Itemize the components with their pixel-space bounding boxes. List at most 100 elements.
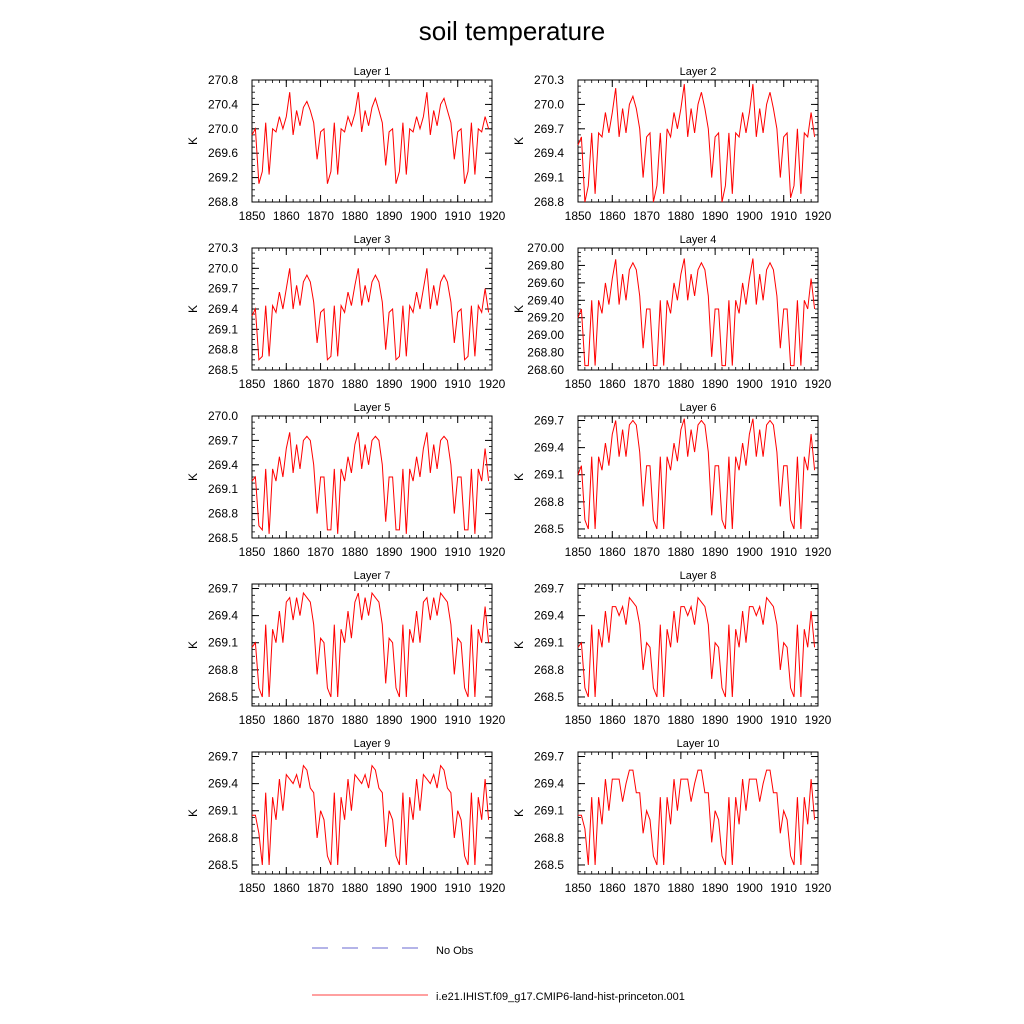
y-tick-label: 269.4 <box>534 441 564 455</box>
panel-layer-10: Layer 10 K 1850 1860 1870 1880 1890 1900 1910 192… <box>512 738 832 895</box>
panel-layer-2: Layer 2 K 1850 1860 1870 1880 1890 1900 1910 1920… <box>512 66 832 223</box>
x-tick-label: 1900 <box>736 377 763 391</box>
x-tick-label: 1910 <box>770 713 797 727</box>
y-tick-label: 268.5 <box>208 858 238 872</box>
x-tick-label: 1860 <box>273 209 300 223</box>
panel-layer-7: Layer 7 K 1850 1860 1870 1880 1890 1900 1910 1920… <box>186 570 506 727</box>
y-tick-label: 269.1 <box>534 636 564 650</box>
panel-title: Layer 8 <box>680 570 717 582</box>
y-tick-label: 270.0 <box>534 97 564 111</box>
x-tick-label: 1910 <box>770 881 797 895</box>
x-tick-label: 1910 <box>444 881 471 895</box>
series-line <box>251 432 490 534</box>
panel-title: Layer 3 <box>354 234 391 246</box>
panel-layer-3: Layer 3 K 1850 1860 1870 1880 1890 1900 1910 1920… <box>186 234 506 391</box>
plot-frame <box>251 751 493 875</box>
y-tick-label: 268.8 <box>208 831 238 845</box>
y-tick-label: 269.4 <box>534 146 564 160</box>
x-tick-label: 1880 <box>668 713 695 727</box>
panel-title: Layer 6 <box>680 402 717 414</box>
y-tick-label: 270.3 <box>208 241 238 255</box>
x-tick-label: 1900 <box>736 209 763 223</box>
y-tick-label: 268.5 <box>534 858 564 872</box>
x-tick-label: 1870 <box>633 545 660 559</box>
x-tick-label: 1920 <box>805 713 832 727</box>
panel-title: Layer 1 <box>354 66 391 78</box>
x-tick-label: 1890 <box>376 881 403 895</box>
series-line <box>577 418 816 530</box>
y-tick-label: 270.00 <box>527 241 564 255</box>
y-tick-label: 269.1 <box>534 171 564 185</box>
x-tick-label: 1900 <box>736 545 763 559</box>
x-tick-label: 1920 <box>479 881 506 895</box>
y-tick-label: 268.5 <box>534 522 564 536</box>
x-tick-label: 1850 <box>239 713 266 727</box>
y-tick-label: 268.5 <box>208 363 238 377</box>
y-tick-label: 268.8 <box>208 343 238 357</box>
x-tick-label: 1900 <box>410 881 437 895</box>
panel-layer-6: Layer 6 K 1850 1860 1870 1880 1890 1900 1910 1920… <box>512 402 832 559</box>
figure-title: soil temperature <box>419 16 605 46</box>
x-tick-label: 1850 <box>239 881 266 895</box>
x-tick-label: 1880 <box>668 881 695 895</box>
plot-frame <box>577 751 819 875</box>
x-tick-label: 1850 <box>565 209 592 223</box>
x-tick-label: 1870 <box>307 881 334 895</box>
x-tick-label: 1910 <box>444 209 471 223</box>
x-tick-label: 1910 <box>770 545 797 559</box>
x-tick-label: 1910 <box>444 713 471 727</box>
y-axis-label: K <box>512 473 526 481</box>
x-tick-label: 1890 <box>702 713 729 727</box>
y-tick-label: 268.5 <box>534 690 564 704</box>
y-axis-label: K <box>186 641 200 649</box>
x-tick-label: 1870 <box>307 713 334 727</box>
x-tick-label: 1870 <box>633 713 660 727</box>
x-tick-label: 1870 <box>633 209 660 223</box>
x-tick-label: 1890 <box>702 545 729 559</box>
y-tick-label: 270.0 <box>208 122 238 136</box>
plot-frame <box>251 583 493 707</box>
x-tick-label: 1880 <box>342 713 369 727</box>
x-tick-label: 1850 <box>239 377 266 391</box>
y-tick-label: 269.2 <box>208 171 238 185</box>
y-tick-label: 269.4 <box>208 302 238 316</box>
y-tick-label: 268.80 <box>527 346 564 360</box>
x-tick-label: 1880 <box>668 377 695 391</box>
series-line <box>577 596 816 698</box>
x-tick-label: 1880 <box>668 209 695 223</box>
y-tick-label: 269.7 <box>208 433 238 447</box>
y-tick-label: 270.0 <box>208 261 238 275</box>
x-tick-label: 1900 <box>410 545 437 559</box>
y-axis-label: K <box>512 641 526 649</box>
x-tick-label: 1880 <box>668 545 695 559</box>
x-tick-label: 1860 <box>273 377 300 391</box>
x-tick-label: 1910 <box>770 209 797 223</box>
x-tick-label: 1890 <box>702 209 729 223</box>
x-tick-label: 1870 <box>307 545 334 559</box>
y-tick-label: 268.8 <box>534 663 564 677</box>
x-tick-label: 1870 <box>633 881 660 895</box>
y-tick-label: 269.20 <box>527 311 564 325</box>
x-tick-label: 1870 <box>307 209 334 223</box>
y-tick-label: 269.1 <box>208 322 238 336</box>
plot-frame <box>577 415 819 539</box>
x-tick-label: 1890 <box>376 209 403 223</box>
y-tick-label: 269.7 <box>208 282 238 296</box>
x-tick-label: 1900 <box>736 713 763 727</box>
series-line <box>251 591 490 698</box>
y-axis-label: K <box>512 305 526 313</box>
y-tick-label: 269.00 <box>527 328 564 342</box>
y-tick-label: 270.3 <box>534 73 564 87</box>
plot-frame <box>251 79 493 203</box>
x-tick-label: 1920 <box>805 377 832 391</box>
series-line <box>578 769 816 866</box>
x-tick-label: 1900 <box>736 881 763 895</box>
x-tick-label: 1890 <box>702 377 729 391</box>
x-tick-label: 1850 <box>565 545 592 559</box>
panels: Layer 1 K 1850 1860 1870 1880 1890 1900 1910 1920… <box>186 66 832 895</box>
y-tick-label: 269.1 <box>208 804 238 818</box>
legend: No Obs i.e21.IHIST.f09_g17.CMIP6-land-hi… <box>312 945 685 1003</box>
y-tick-label: 268.60 <box>527 363 564 377</box>
y-axis-label: K <box>186 809 200 817</box>
